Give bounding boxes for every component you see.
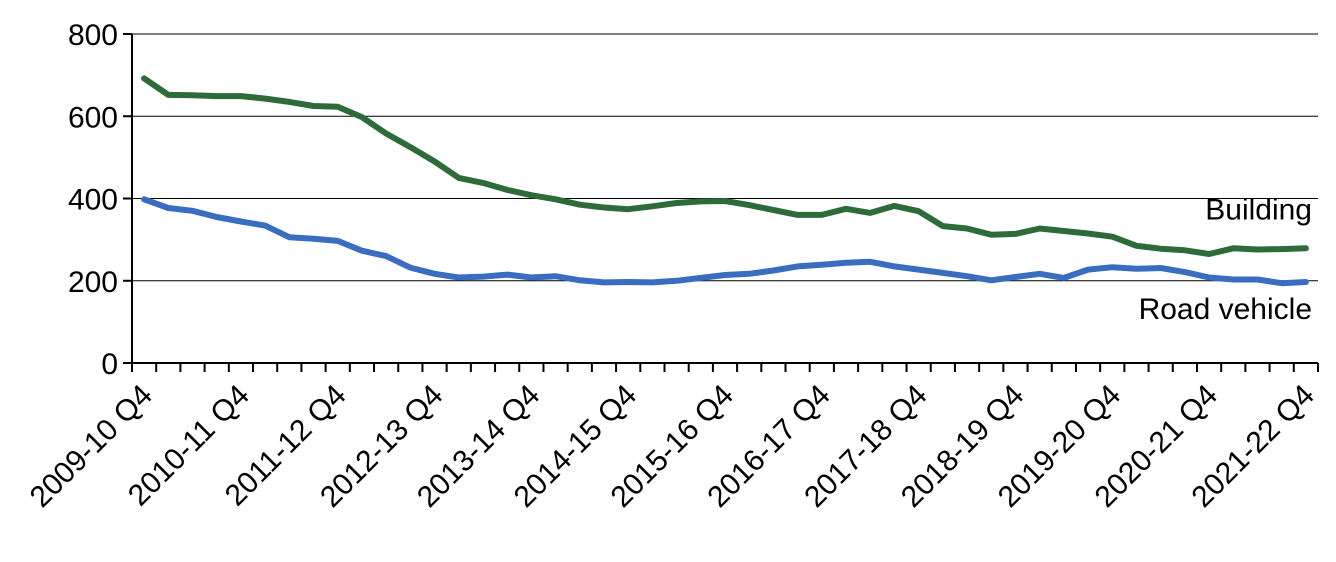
series-line-road-vehicle [141,196,1309,287]
series-lines [141,75,1309,287]
series-label-road-vehicle: Road vehicle [1139,293,1312,326]
series-label-building: Building [1205,193,1312,226]
y-tick-label-800: 800 [68,19,118,52]
y-tick-label-400: 400 [68,184,118,217]
y-tick-label-200: 200 [68,266,118,299]
grid-lines [132,33,1318,282]
y-tick-label-0: 0 [101,348,118,381]
y-tick-label-600: 600 [68,101,118,134]
series-line-building [141,75,1309,257]
axes [123,33,1319,372]
